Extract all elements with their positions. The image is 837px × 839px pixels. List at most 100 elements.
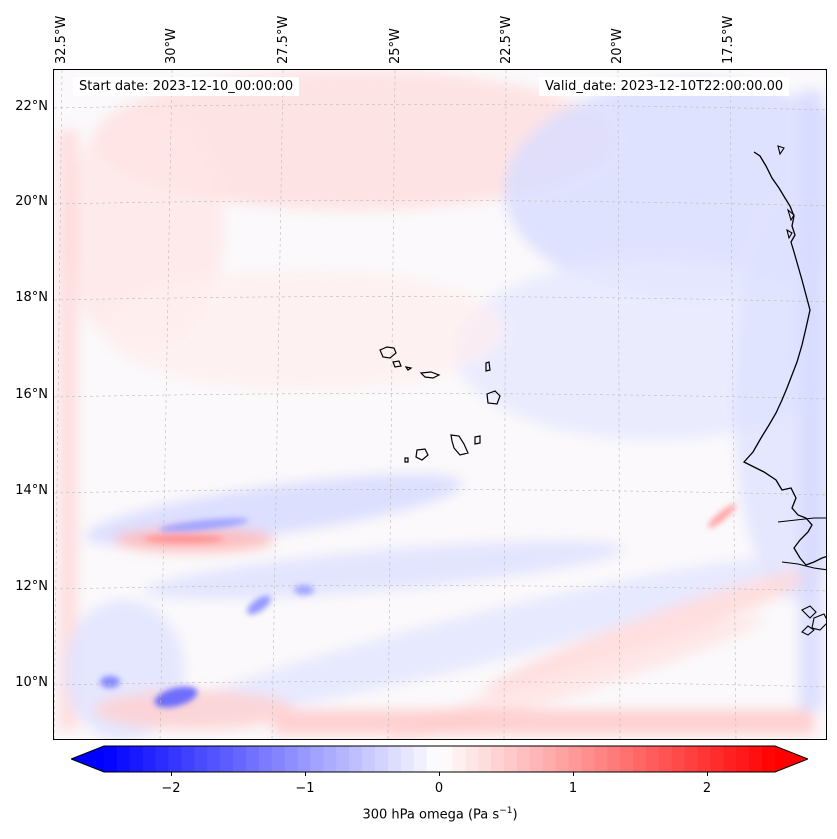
positive-band-2 xyxy=(484,566,824,694)
positive-region-north xyxy=(94,70,614,210)
island-boa-vista xyxy=(486,390,501,405)
gridline-lat-18n xyxy=(54,296,826,303)
coastline-gambia xyxy=(777,517,826,571)
cape-verde-islands xyxy=(379,346,501,463)
colorbar-cell xyxy=(465,746,479,772)
negative-band-3 xyxy=(163,558,785,722)
gridline-lat-22n xyxy=(54,104,826,111)
negative-band-2 xyxy=(144,541,624,599)
positive-strip-left xyxy=(58,130,78,730)
colorbar-cell xyxy=(104,746,118,772)
gridline-lon-27-5w xyxy=(271,70,284,739)
colorbar-cell xyxy=(258,746,273,772)
island-sao-nicolau xyxy=(419,371,441,379)
colorbar xyxy=(71,745,808,773)
gridline-lat-20n xyxy=(54,200,826,207)
colorbar-tick-mark-neg1 xyxy=(305,772,306,776)
valid-date-label: Valid_date: 2023-12-10T22:00:00.00 xyxy=(539,77,790,96)
island-santa-luzia xyxy=(404,366,413,371)
island-fogo xyxy=(415,448,429,461)
colorbar-cell xyxy=(387,746,402,772)
colorbar-cell xyxy=(400,746,415,772)
gridline-lon-17-5w xyxy=(729,70,737,739)
colorbar-cell xyxy=(491,746,505,772)
colorbar-cell xyxy=(284,746,299,772)
colorbar-cell xyxy=(762,746,776,772)
coastline-west-africa xyxy=(742,151,826,566)
island-sal xyxy=(485,361,491,372)
colorbar-extend-min xyxy=(71,746,104,772)
negative-region-northeast xyxy=(504,80,826,300)
positive-strip-bottom xyxy=(274,710,814,734)
gridline-lon-22-5w xyxy=(503,70,507,739)
colorbar-cell xyxy=(645,746,660,772)
colorbar-label-close: ) xyxy=(512,807,518,823)
positive-region-southwest xyxy=(94,690,294,730)
colorbar-label-exponent: −1 xyxy=(499,806,513,816)
colorbar-tick-mark-1 xyxy=(573,772,574,776)
gridline-lat-14n xyxy=(54,489,826,496)
colorbar-tick-label-neg2: −2 xyxy=(161,781,181,796)
colorbar-cell xyxy=(362,746,376,772)
colorbar-cell xyxy=(516,746,531,772)
colorbar-tick-label-0: 0 xyxy=(434,781,444,796)
colorbar-cell xyxy=(581,746,595,772)
island-santo-antao xyxy=(379,346,397,359)
colorbar-cell xyxy=(555,746,570,772)
colorbar-cell xyxy=(607,746,621,772)
colorbar-cell xyxy=(323,746,337,772)
colorbar-cell xyxy=(439,746,453,772)
coastline-bissagos xyxy=(801,605,826,636)
island-santiago xyxy=(450,434,469,456)
colorbar-cell xyxy=(723,746,737,772)
colorbar-cell xyxy=(310,746,324,772)
colorbar-cell xyxy=(336,746,350,772)
island-brava xyxy=(404,457,409,463)
colorbar-tick-mark-neg2 xyxy=(171,772,172,776)
strong-ascent-cell-4 xyxy=(294,585,314,595)
strong-ascent-cell-3 xyxy=(247,595,271,615)
strong-descent-cell-2 xyxy=(707,504,737,528)
positive-region-center xyxy=(104,270,504,390)
colorbar-tick-label-1: 1 xyxy=(568,781,578,796)
colorbar-tick-mark-0 xyxy=(439,772,440,776)
colorbar-cell xyxy=(349,746,363,772)
colorbar-cell xyxy=(568,746,582,772)
lat-label-22n: 22°N xyxy=(15,99,48,114)
map-panel[interactable] xyxy=(53,69,827,740)
strong-ascent-cell-5 xyxy=(159,518,249,532)
colorbar-cell xyxy=(155,746,170,772)
lat-label-18n: 18°N xyxy=(15,290,48,305)
colorbar-cell xyxy=(207,746,221,772)
omega-strong-cells xyxy=(100,504,737,708)
colorbar-cell xyxy=(142,746,157,772)
colorbar-cell xyxy=(542,746,557,772)
lon-label-20w: 20°W xyxy=(610,28,625,64)
colorbar-extend-max xyxy=(775,746,808,772)
gridline-lat-16n xyxy=(54,393,826,400)
colorbar-cell xyxy=(452,746,466,772)
coastline-senegal-north xyxy=(777,145,795,240)
colorbar-cell xyxy=(129,746,144,772)
colorbar-cell xyxy=(181,746,195,772)
colorbar-cell xyxy=(529,746,544,772)
colorbar-cell xyxy=(710,746,724,772)
gridline-lon-25w xyxy=(387,70,396,739)
colorbar-cell xyxy=(426,746,440,772)
colorbar-tick-label-neg1: −1 xyxy=(295,781,315,796)
colorbar-cell xyxy=(194,746,208,772)
colorbar-outline xyxy=(71,745,808,773)
omega-field-map xyxy=(54,70,826,739)
start-date-label: Start date: 2023-12-10_00:00:00 xyxy=(73,77,300,96)
colorbar-cell xyxy=(736,746,750,772)
lat-label-14n: 14°N xyxy=(15,483,48,498)
gridline-lon-30w xyxy=(159,70,173,739)
colorbar-cell xyxy=(504,746,518,772)
colorbar-cell xyxy=(271,746,286,772)
gridline-lat-10n xyxy=(54,681,826,688)
strong-descent-cell-1 xyxy=(144,535,224,543)
colorbar-cell xyxy=(633,746,647,772)
gridline-lat-12n xyxy=(54,585,826,592)
colorbar-cell xyxy=(168,746,182,772)
lon-label-25w: 25°W xyxy=(388,28,403,64)
